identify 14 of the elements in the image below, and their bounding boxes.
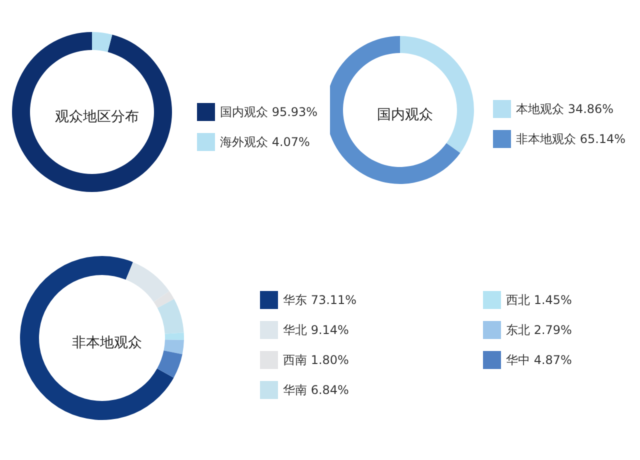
legend-label: 华北 9.14% [283, 323, 349, 337]
legend-label: 华南 6.84% [283, 383, 349, 397]
text: 观众地区分布 [55, 109, 139, 125]
text: 非本地观众 [72, 335, 142, 351]
legend-label: 海外观众 4.07% [220, 135, 310, 149]
legend-label: 本地观众 34.86% [516, 102, 614, 116]
legend-label: 东北 2.79% [506, 323, 572, 337]
legend-label: 国内观众 95.93% [220, 105, 318, 119]
legend-label: 西北 1.45% [506, 293, 572, 307]
text: 国内观众 [377, 107, 433, 123]
legend-label: 华东 73.11% [283, 293, 357, 307]
legend-label: 华中 4.87% [506, 353, 572, 367]
legend-label: 非本地观众 65.14% [516, 132, 626, 146]
legend-label: 西南 1.80% [283, 353, 349, 367]
